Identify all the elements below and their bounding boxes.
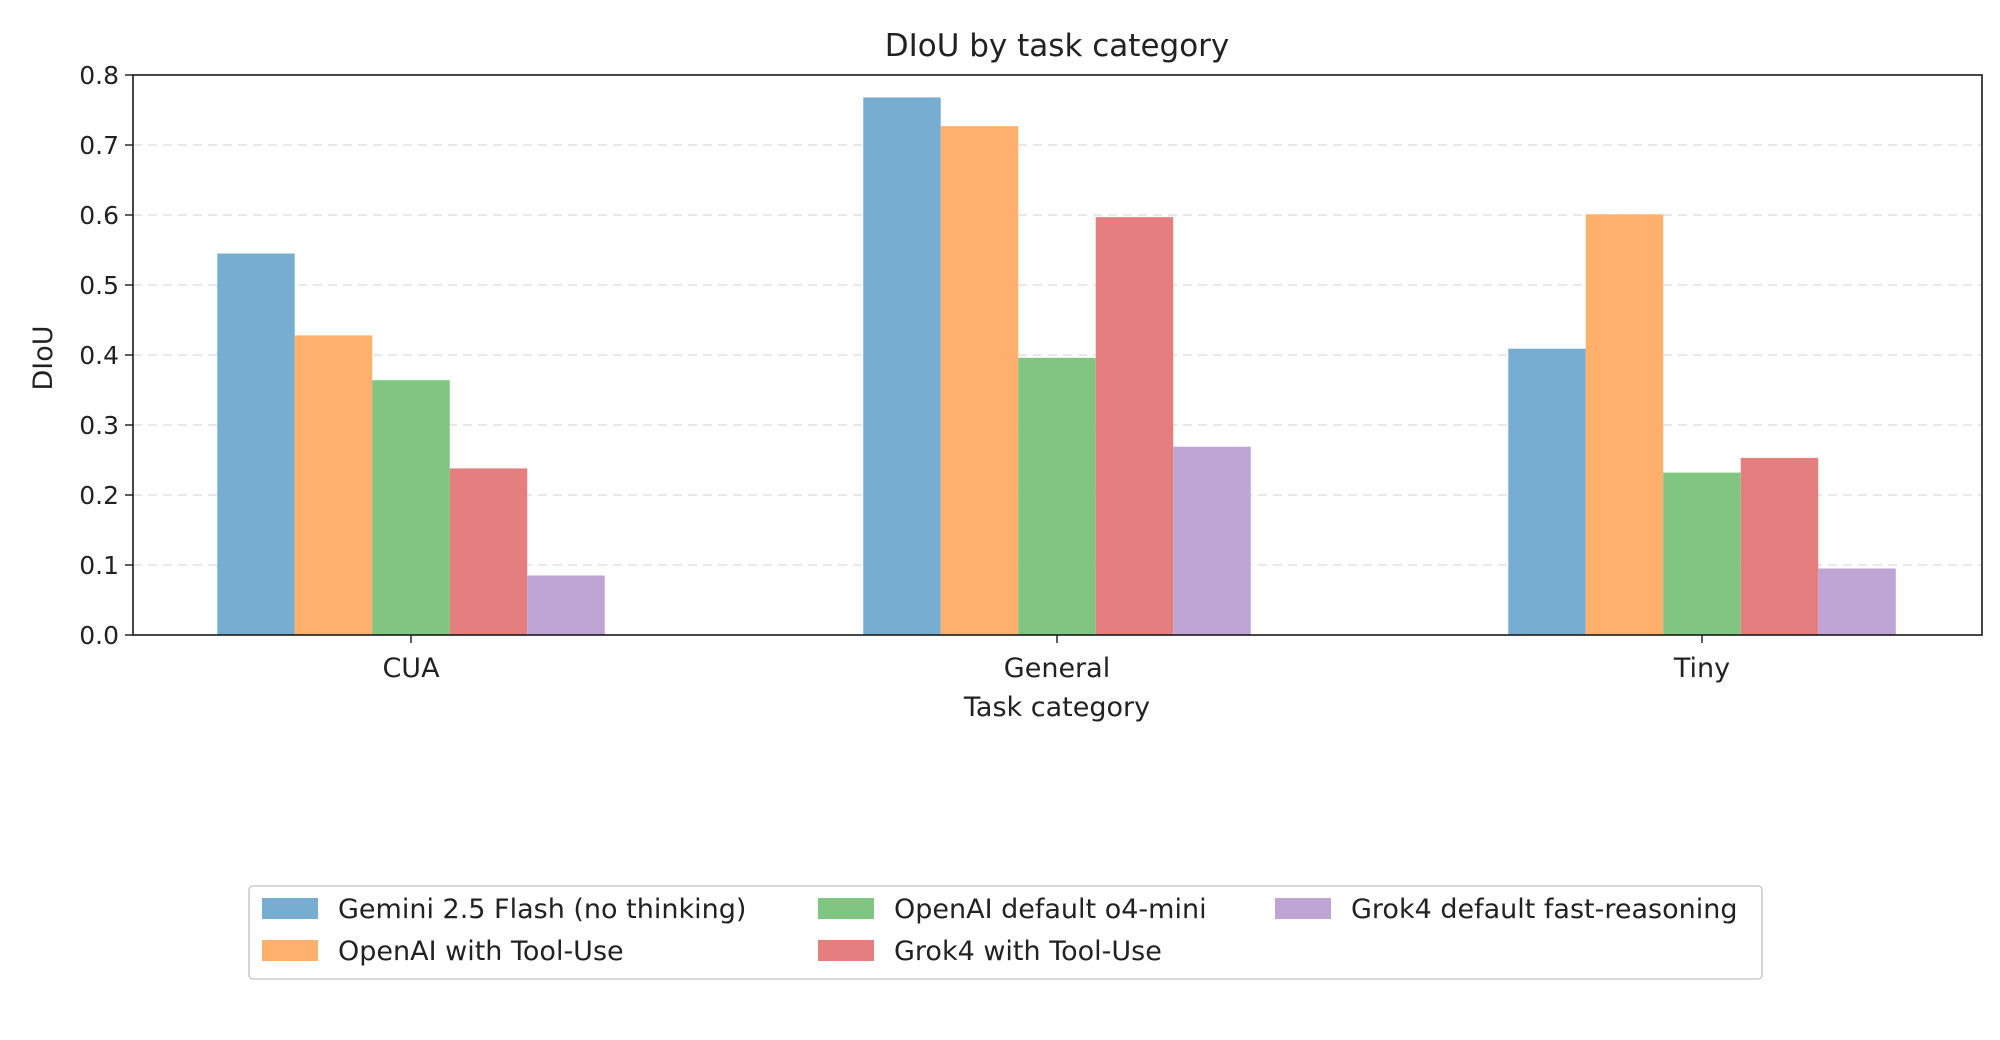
bar-tiny-series-0 <box>1508 348 1586 635</box>
x-tick-label: General <box>1004 653 1110 684</box>
legend-items: Gemini 2.5 Flash (no thinking) OpenAI wit… <box>262 894 1738 967</box>
legend-label: OpenAI with Tool-Use <box>338 936 624 967</box>
y-tick-label: 0.0 <box>79 621 119 650</box>
bar-general-series-4 <box>1173 446 1251 635</box>
y-tick-label: 0.6 <box>79 201 119 230</box>
legend-label: Gemini 2.5 Flash (no thinking) <box>338 894 746 925</box>
y-tick-label: 0.8 <box>79 61 119 90</box>
bar-general-series-2 <box>1018 357 1096 635</box>
y-tick-label: 0.7 <box>79 131 119 160</box>
chart-title: DIoU by task category <box>885 28 1230 64</box>
bars-layer <box>217 97 1896 636</box>
bar-tiny-series-4 <box>1818 568 1896 635</box>
legend-label: OpenAI default o4-mini <box>894 894 1207 925</box>
y-tick-label: 0.5 <box>79 271 119 300</box>
bar-general-series-3 <box>1095 217 1174 635</box>
y-tick-label: 0.4 <box>79 341 119 370</box>
x-axis: CUA General Tiny <box>382 635 1730 684</box>
bar-cua-series-0 <box>217 253 295 635</box>
y-axis-label: DIoU <box>28 325 59 390</box>
y-tick-label: 0.1 <box>79 551 119 580</box>
legend-label: Grok4 with Tool-Use <box>894 936 1162 967</box>
bar-cua-series-1 <box>294 335 373 635</box>
x-axis-label: Task category <box>963 692 1150 723</box>
bar-general-series-0 <box>863 97 941 635</box>
legend: Gemini 2.5 Flash (no thinking) OpenAI wit… <box>248 885 1763 980</box>
x-tick-label: CUA <box>382 653 440 684</box>
legend-swatch <box>818 940 874 961</box>
bar-cua-series-4 <box>527 575 605 635</box>
legend-label: Grok4 default fast-reasoning <box>1351 894 1738 925</box>
x-tick-label: Tiny <box>1673 653 1730 684</box>
bar-cua-series-2 <box>372 380 450 635</box>
legend-swatch <box>262 898 318 919</box>
legend-swatch <box>1275 898 1331 919</box>
y-tick-label: 0.2 <box>79 481 119 510</box>
legend-frame <box>248 885 1763 980</box>
legend-swatch <box>818 898 874 919</box>
bar-cua-series-3 <box>449 468 528 635</box>
y-axis: 0.0 0.1 0.2 0.3 0.4 0.5 0.6 0.7 0.8 <box>79 61 133 650</box>
y-tick-label: 0.3 <box>79 411 119 440</box>
bar-general-series-1 <box>940 126 1019 635</box>
bar-tiny-series-3 <box>1740 457 1819 635</box>
legend-swatch <box>262 940 318 961</box>
bar-tiny-series-2 <box>1663 472 1741 635</box>
bar-tiny-series-1 <box>1585 214 1664 636</box>
